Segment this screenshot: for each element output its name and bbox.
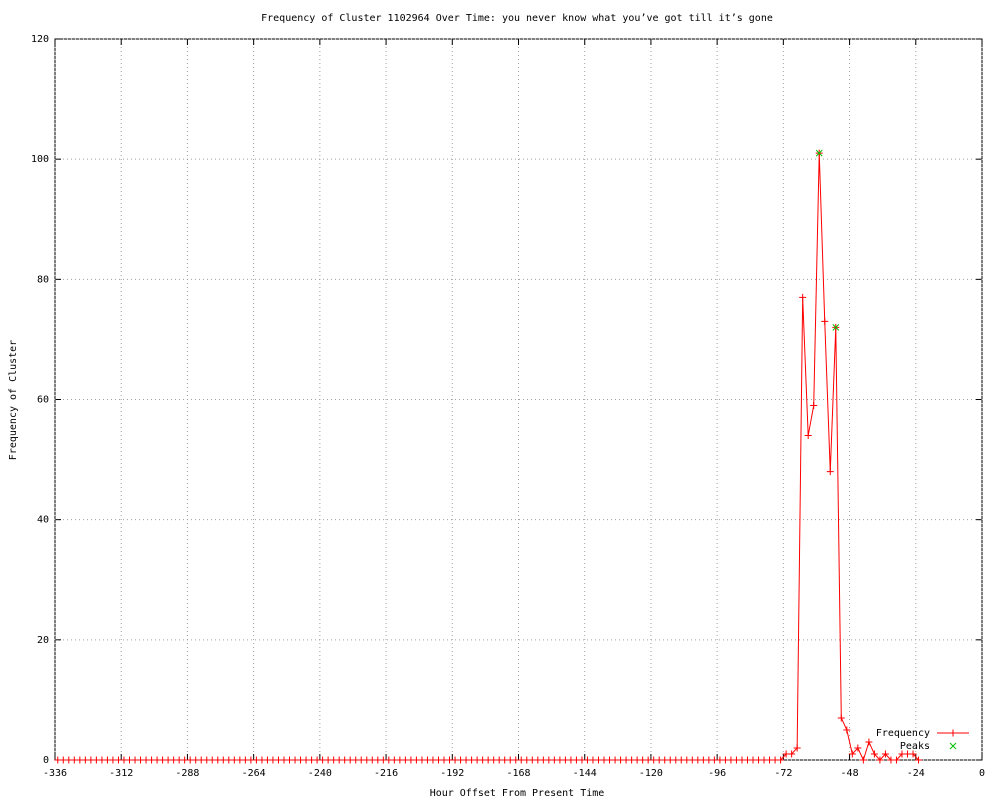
point-marker — [854, 744, 862, 752]
legend-label: Frequency — [876, 728, 930, 739]
x-axis-label: Hour Offset From Present Time — [430, 788, 605, 799]
legend-marker — [949, 729, 957, 737]
series-line — [57, 153, 919, 762]
y-tick-label: 20 — [37, 635, 49, 646]
point-marker — [832, 324, 840, 331]
point-marker — [815, 149, 823, 157]
x-tick-label: -312 — [109, 768, 133, 779]
point-marker — [810, 402, 818, 410]
y-tick-label: 60 — [37, 395, 49, 406]
x-tick-label: -288 — [175, 768, 199, 779]
x-tick-label: -24 — [907, 768, 925, 779]
point-marker — [909, 750, 917, 758]
point-marker — [881, 750, 889, 758]
x-tick-label: -48 — [841, 768, 859, 779]
x-tick-label: -240 — [308, 768, 332, 779]
point-marker — [837, 714, 845, 722]
x-tick-label: -144 — [573, 768, 597, 779]
legend-marker — [949, 742, 957, 750]
y-tick-label: 40 — [37, 515, 49, 526]
point-marker — [892, 756, 900, 764]
y-tick-label: 100 — [31, 154, 49, 165]
point-marker — [915, 756, 923, 764]
point-marker — [777, 756, 785, 764]
point-marker — [870, 750, 878, 758]
y-tick-label: 80 — [37, 274, 49, 285]
point-marker — [804, 432, 812, 440]
point-marker — [799, 293, 807, 301]
x-tick-label: -336 — [43, 768, 67, 779]
x-tick-label: -72 — [774, 768, 792, 779]
y-tick-label: 0 — [43, 755, 49, 766]
point-marker — [793, 744, 801, 752]
point-marker — [826, 468, 834, 476]
legend-label: Peaks — [900, 741, 930, 752]
point-marker — [865, 738, 873, 746]
x-tick-label: -96 — [708, 768, 726, 779]
point-marker — [821, 317, 829, 325]
x-tick-label: -264 — [242, 768, 266, 779]
y-axis-label: Frequency of Cluster — [8, 340, 19, 460]
y-tick-label: 120 — [31, 34, 49, 45]
chart-title: Frequency of Cluster 1102964 Over Time: … — [261, 13, 773, 24]
x-tick-label: 0 — [979, 768, 985, 779]
x-tick-label: -192 — [440, 768, 464, 779]
point-marker — [843, 726, 851, 734]
point-marker — [859, 756, 867, 764]
x-tick-label: -120 — [639, 768, 663, 779]
point-marker — [848, 750, 856, 758]
x-tick-label: -168 — [506, 768, 530, 779]
point-marker — [876, 756, 884, 764]
x-tick-label: -216 — [374, 768, 398, 779]
point-marker — [788, 750, 796, 758]
